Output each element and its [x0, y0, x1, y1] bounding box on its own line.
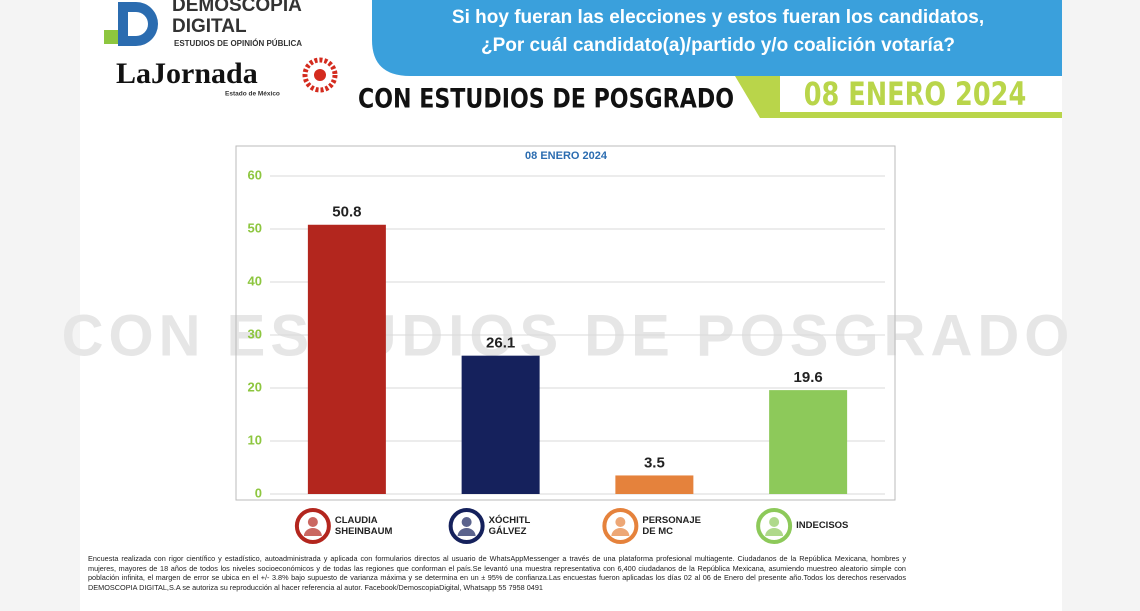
- bar: [307, 224, 386, 494]
- y-tick-label: 20: [248, 379, 262, 394]
- partner-mark: [302, 57, 338, 93]
- logo-text: DEMOSCOPIA: [172, 0, 302, 16]
- bar: [769, 390, 848, 494]
- partner-mark: [314, 69, 326, 81]
- value-label: 3.5: [644, 454, 665, 471]
- question: ¿Por cuál candidato(a)/partido y/o coali…: [481, 35, 955, 56]
- candidate-icon: [457, 528, 476, 536]
- y-tick-label: 0: [255, 485, 262, 500]
- y-tick-label: 50: [248, 220, 262, 235]
- date-box: [780, 76, 1062, 112]
- watermark: CON ESTUDIOS DE POSGRADO: [62, 303, 1075, 368]
- chart-frame: [235, 145, 896, 501]
- x-tick-label: XÓCHITL GÁLVEZ: [488, 515, 531, 537]
- logo-text: DIGITAL: [172, 16, 247, 37]
- margin: [0, 0, 80, 611]
- footer: Encuesta realizada con rigor científico …: [88, 554, 906, 592]
- candidate-icon: [461, 517, 472, 527]
- value-label: 50.8: [332, 204, 361, 221]
- candidate-icon: [615, 517, 626, 527]
- partner-logo: LaJornada: [116, 57, 258, 90]
- chart-title: 08 ENERO 2024: [525, 150, 608, 162]
- x-tick-label: INDECISOS: [796, 520, 849, 531]
- logo-tagline: ESTUDIOS DE OPINIÓN PÚBLICA: [174, 39, 302, 48]
- candidate-icon: [303, 528, 322, 536]
- y-tick-label: 30: [248, 326, 262, 341]
- x-tick-label: CLAUDIA SHEINBAUM: [334, 515, 393, 537]
- question: Si hoy fueran las elecciones y estos fue…: [452, 7, 984, 28]
- date: 08 ENERO 2024: [804, 75, 1027, 113]
- value-label: 26.1: [486, 335, 515, 352]
- bar: [461, 355, 540, 494]
- y-tick-label: 40: [248, 273, 262, 288]
- candidate-icon: [769, 517, 780, 527]
- margin: [1062, 0, 1140, 611]
- x-tick-label: PERSONAJE DE MC: [642, 515, 701, 537]
- candidate-icon: [611, 528, 630, 536]
- value-label: 19.6: [794, 369, 823, 386]
- partner-sub: Estado de México: [225, 91, 280, 98]
- candidate-icon: [307, 517, 318, 527]
- y-tick-label: 60: [248, 167, 262, 182]
- y-tick-label: 10: [248, 432, 262, 447]
- logo-mark: [128, 12, 148, 36]
- header-banner: [372, 0, 1062, 76]
- bar: [615, 475, 694, 494]
- subtitle: CON ESTUDIOS DE POSGRADO: [358, 83, 734, 115]
- candidate-icon: [765, 528, 784, 536]
